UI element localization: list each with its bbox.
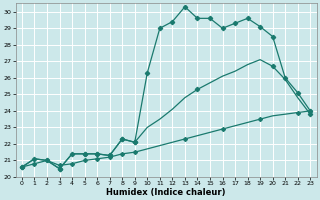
X-axis label: Humidex (Indice chaleur): Humidex (Indice chaleur) (106, 188, 226, 197)
